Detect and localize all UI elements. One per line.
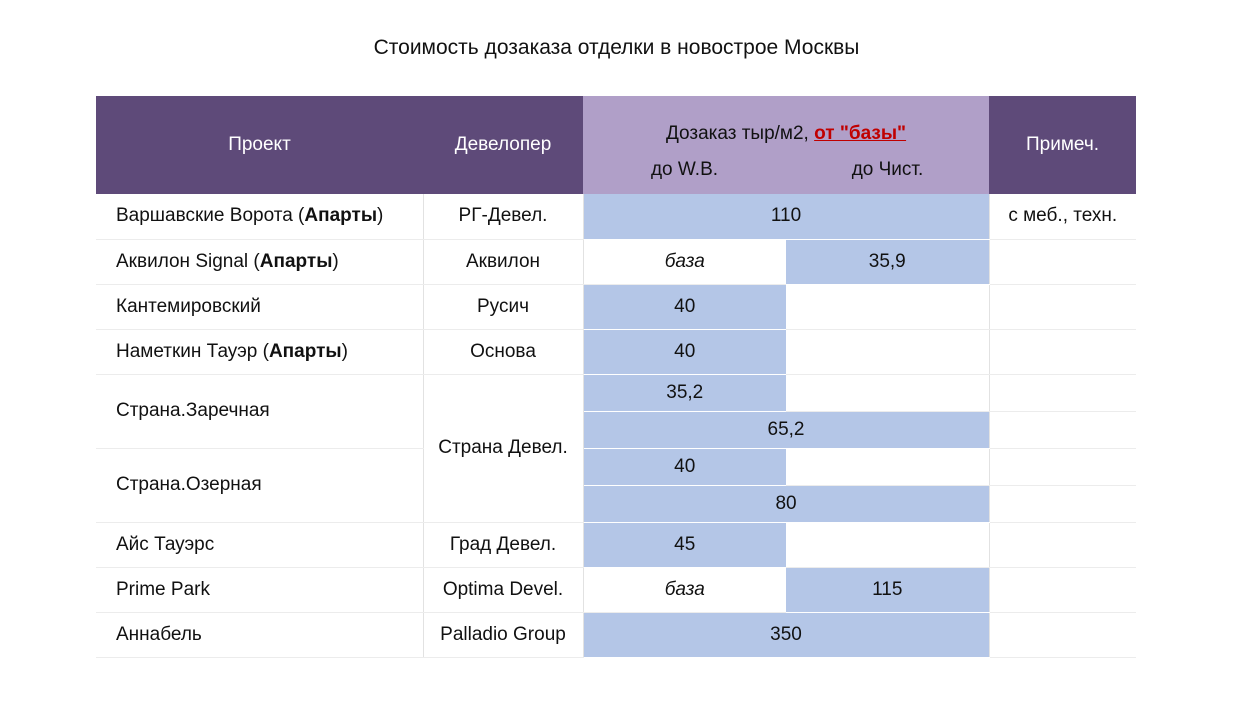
table-row: Prime Park Optima Devel. база 115 <box>96 567 1137 613</box>
finishing-cost-table: Проект Девелопер Дозаказ тыр/м2, от "баз… <box>96 96 1137 658</box>
notes-cell <box>988 239 1137 285</box>
value-cell-clean <box>786 284 990 330</box>
value-cell-clean: 35,9 <box>786 239 990 285</box>
value-cell: 350 <box>583 612 990 658</box>
project-cell: Наметкин Тауэр (Апарты) <box>96 329 423 375</box>
developer-cell: Русич <box>422 284 584 330</box>
header-developer: Девелопер <box>423 96 583 194</box>
value-cell: 80 <box>583 485 990 523</box>
table-row: Страна.Заречная Страна Девел. 35,2 <box>96 374 1137 523</box>
table-row: 65,2 <box>96 411 1137 449</box>
project-cell: Аннабель <box>96 612 423 658</box>
value-cell-wb: 40 <box>583 448 786 486</box>
value-cell-clean: 115 <box>786 567 990 613</box>
developer-cell: РГ-Девел. <box>422 194 584 240</box>
value-cell: 65,2 <box>583 411 990 449</box>
table-row: Айс Тауэрс Град Девел. 45 <box>96 522 1137 568</box>
table-row: Варшавские Ворота (Апарты) РГ-Девел. 110… <box>96 194 1137 240</box>
developer-cell: Страна Девел. <box>422 374 584 523</box>
header-sub-clean: до Чист. <box>786 145 990 194</box>
project-cell: Айс Тауэрс <box>96 522 423 568</box>
header-notes: Примеч. <box>989 96 1137 194</box>
table-row: 80 <box>96 485 1137 523</box>
developer-cell: Град Девел. <box>422 522 584 568</box>
notes-cell <box>988 485 1137 523</box>
value-cell-wb: 40 <box>583 329 786 375</box>
value-cell-wb: 35,2 <box>583 374 786 412</box>
notes-cell <box>988 522 1137 568</box>
value-cell: 110 <box>583 194 990 240</box>
value-cell-clean <box>786 522 990 568</box>
value-cell-wb: 40 <box>583 284 786 330</box>
developer-cell: Аквилон <box>422 239 584 285</box>
notes-cell <box>988 612 1137 658</box>
header-sub-wb: до W.B. <box>583 145 786 194</box>
notes-cell <box>988 329 1137 375</box>
notes-cell <box>988 374 1137 412</box>
page-title: Стоимость дозаказа отделки в новострое М… <box>373 36 860 59</box>
project-cell: Страна.Озерная <box>96 448 423 523</box>
project-cell: Prime Park <box>96 567 423 613</box>
table-row: Страна.Озерная 40 <box>96 448 1137 523</box>
header-group: Дозаказ тыр/м2, от "базы" <box>583 96 990 145</box>
value-cell-wb: база <box>583 567 786 613</box>
header-group-prefix: Дозаказ тыр/м2, <box>665 123 815 144</box>
developer-cell: Optima Devel. <box>422 567 584 613</box>
value-cell-clean <box>786 329 990 375</box>
notes-cell <box>988 567 1137 613</box>
table-row: Аквилон Signal (Апарты) Аквилон база 35,… <box>96 239 1137 285</box>
value-cell-clean <box>786 374 990 412</box>
table-row: Аннабель Palladio Group 350 <box>96 612 1137 658</box>
value-cell-wb: 45 <box>583 522 786 568</box>
project-cell: Варшавские Ворота (Апарты) <box>96 194 423 240</box>
notes-cell <box>988 448 1137 486</box>
notes-cell <box>988 284 1137 330</box>
project-cell: Страна.Заречная <box>96 374 423 449</box>
header-group-link[interactable]: от "базы" <box>814 123 907 144</box>
header-project: Проект <box>96 96 423 194</box>
value-cell-clean <box>786 448 990 486</box>
table-row: Кантемировский Русич 40 <box>96 284 1137 330</box>
project-cell: Аквилон Signal (Апарты) <box>96 239 423 285</box>
developer-cell: Palladio Group <box>422 612 584 658</box>
notes-cell: с меб., техн. <box>988 194 1137 240</box>
value-cell-wb: база <box>583 239 786 285</box>
project-cell: Кантемировский <box>96 284 423 330</box>
developer-cell: Основа <box>422 329 584 375</box>
notes-cell <box>988 411 1137 449</box>
table-row: Наметкин Тауэр (Апарты) Основа 40 <box>96 329 1137 375</box>
